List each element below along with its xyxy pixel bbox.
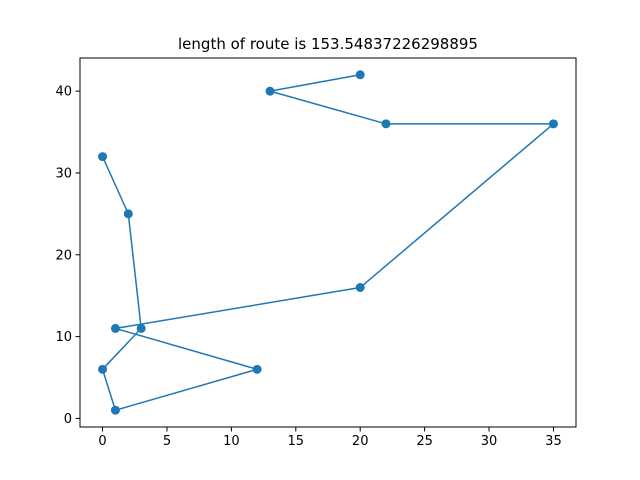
x-tick-label: 0	[98, 434, 106, 449]
route-point	[98, 152, 108, 162]
y-tick-label: 0	[64, 412, 72, 427]
route-point	[98, 364, 108, 374]
route-point	[110, 323, 120, 333]
route-point	[381, 119, 391, 129]
route-point	[548, 119, 558, 129]
route-point	[265, 86, 275, 96]
y-tick-label: 20	[55, 248, 72, 263]
y-tick-label: 30	[55, 166, 72, 181]
x-axis: 0 5 10 15 20 25 30 35	[98, 427, 562, 449]
y-tick-label: 10	[55, 330, 72, 345]
route-point	[355, 283, 365, 292]
x-tick-label: 15	[288, 434, 305, 449]
x-tick-label: 30	[481, 434, 498, 449]
axes-frame	[79, 57, 577, 428]
chart-title: length of route is 153.54837226298895	[178, 35, 478, 53]
route-point	[110, 405, 120, 415]
x-tick-label: 5	[163, 434, 171, 449]
route-point	[123, 209, 133, 219]
route-point	[252, 364, 262, 374]
x-tick-label: 25	[416, 434, 433, 449]
series-layer	[98, 70, 558, 415]
route-line	[101, 74, 555, 411]
y-axis: 0 10 20 30 40	[55, 85, 80, 427]
x-tick-label: 35	[545, 434, 562, 449]
y-tick-label: 40	[55, 85, 72, 100]
route-point	[355, 70, 365, 80]
x-tick-label: 20	[352, 434, 369, 449]
x-tick-label: 10	[223, 434, 240, 449]
route-point	[136, 323, 146, 333]
